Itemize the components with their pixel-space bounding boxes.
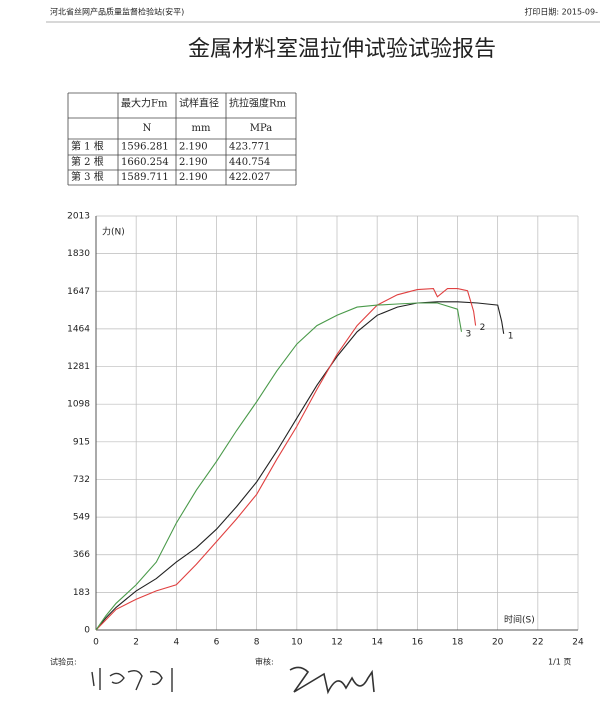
tester-signature — [91, 668, 173, 692]
table-cell: N — [143, 123, 152, 134]
y-tick-label: 1464 — [67, 324, 90, 334]
x-axis-label: 时间(S) — [504, 614, 535, 626]
table-cell: 2.190 — [179, 142, 208, 153]
table-cell: 试样直径 — [179, 97, 219, 110]
y-tick-label: 183 — [73, 588, 90, 598]
table-cell: 2.190 — [179, 157, 208, 168]
y-tick-label: 366 — [73, 550, 90, 560]
x-tick-label: 12 — [331, 638, 342, 648]
table-cell: 422.027 — [229, 172, 270, 183]
y-tick-label: 549 — [73, 513, 90, 523]
table-cell: 第 1 根 — [71, 140, 104, 153]
table-cell: 1596.281 — [121, 142, 169, 153]
table-cell: MPa — [250, 123, 273, 134]
table-cell: 最大力Fm — [121, 97, 168, 110]
x-tick-label: 20 — [492, 638, 504, 648]
x-tick-label: 10 — [291, 638, 303, 648]
y-tick-label: 2013 — [67, 212, 90, 222]
table-cell: 423.771 — [229, 142, 270, 153]
x-tick-label: 4 — [173, 638, 179, 648]
force-curve — [95, 288, 477, 631]
x-tick-label: 8 — [254, 638, 260, 648]
reviewer-label: 审核: — [255, 657, 274, 667]
table-cell: 1660.254 — [121, 157, 169, 168]
y-tick-label: 1647 — [67, 287, 90, 297]
table-cell: 第 3 根 — [71, 170, 104, 183]
curve-label: 3 — [466, 329, 472, 339]
report-title: 金属材料室温拉伸试验试验报告 — [188, 37, 496, 62]
print-date: 打印日期: 2015-09- — [524, 7, 598, 17]
y-tick-label: 1098 — [67, 400, 90, 410]
x-tick-label: 24 — [572, 638, 584, 648]
result-table: 最大力Fm 试样直径 抗拉强度Rm N mm MPa 第 1 根 1596.281 2.190 4… — [67, 92, 297, 186]
x-tick-label: 22 — [532, 638, 543, 648]
y-tick-label: 1281 — [67, 362, 90, 372]
force-curve — [95, 302, 463, 631]
reviewer-signature — [289, 666, 375, 695]
y-tick-label: 732 — [73, 475, 90, 485]
table-cell: mm — [192, 123, 211, 134]
curve-label: 1 — [508, 331, 514, 341]
x-tick-label: 14 — [371, 638, 383, 648]
table-cell: 抗拉强度Rm — [229, 97, 287, 110]
table-cell: 440.754 — [229, 157, 270, 168]
curve-label: 2 — [480, 323, 486, 333]
x-tick-label: 0 — [93, 638, 99, 648]
page-number: 1/1 页 — [548, 658, 571, 667]
y-tick-label: 915 — [73, 437, 90, 447]
y-axis-label: 力(N) — [102, 226, 125, 238]
force-curve — [95, 301, 505, 631]
y-tick-label: 0 — [84, 626, 90, 636]
x-tick-label: 2 — [133, 638, 139, 648]
x-tick-label: 18 — [452, 638, 464, 648]
y-tick-label: 1830 — [67, 249, 90, 259]
x-tick-label: 16 — [412, 638, 424, 648]
x-tick-label: 6 — [214, 638, 220, 648]
station-name: 河北省丝网产品质量监督检验站(安平) — [50, 7, 184, 17]
tester-label: 试验员: — [50, 657, 77, 667]
table-cell: 2.190 — [179, 172, 208, 183]
table-cell: 1589.711 — [121, 172, 169, 183]
force-time-chart: 0183366549732915109812811464164718302013… — [67, 212, 584, 648]
table-cell: 第 2 根 — [71, 155, 104, 168]
